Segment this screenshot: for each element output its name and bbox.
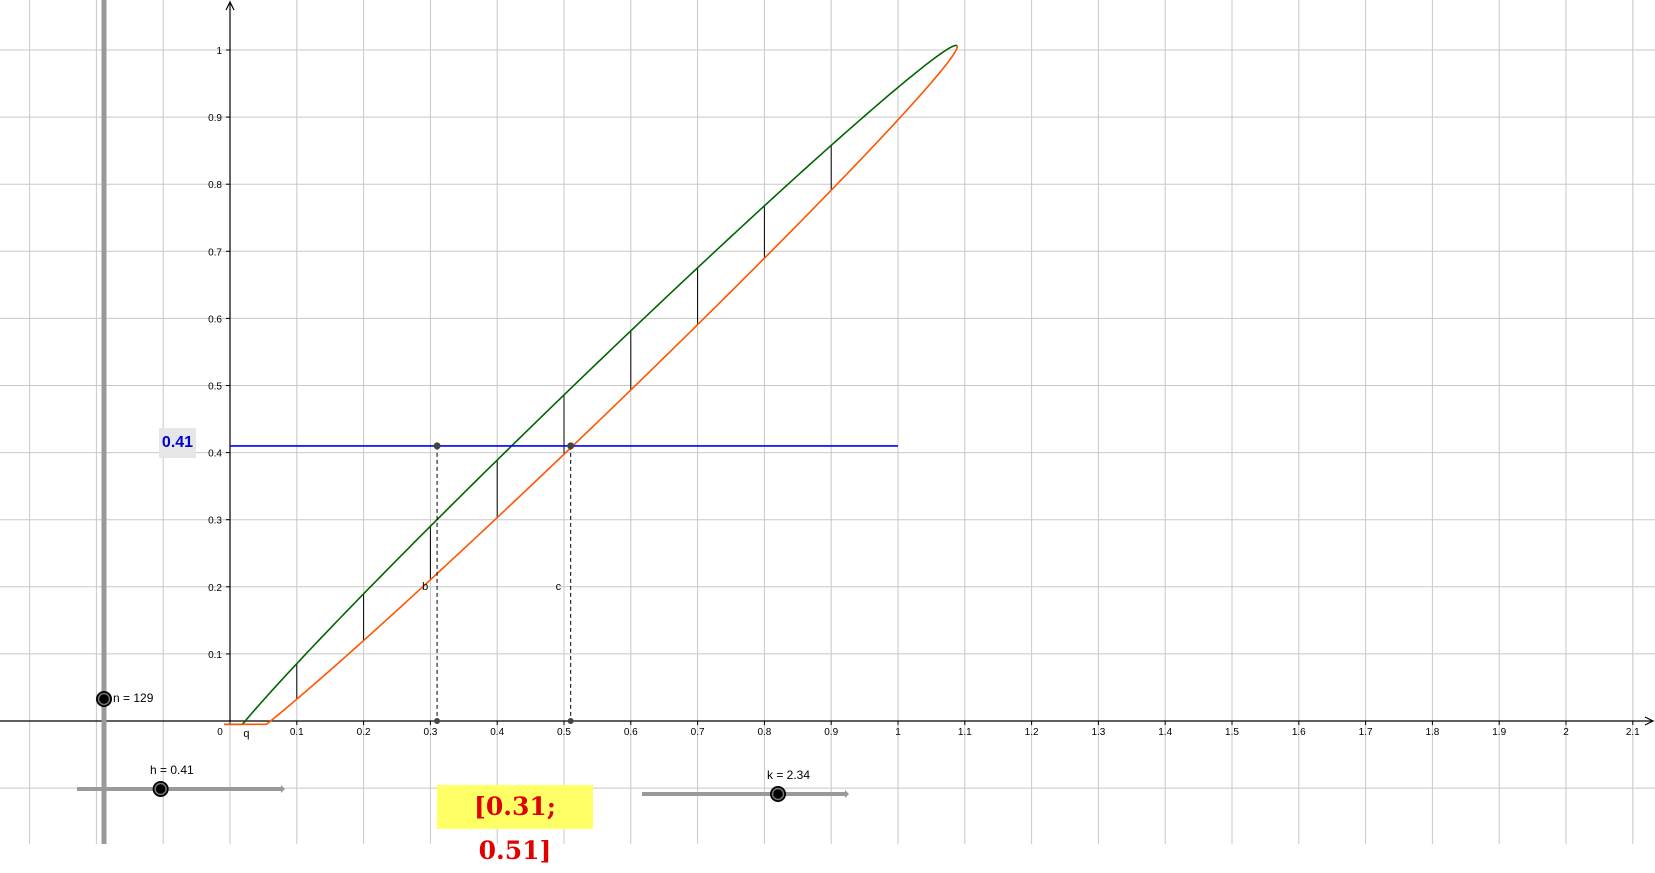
grid [0, 0, 1655, 844]
x-tick-label: 1.2 [1025, 727, 1039, 738]
axes [0, 0, 1655, 726]
y-axis-arrow [225, 0, 235, 11]
x-tick-label: 0.2 [357, 727, 371, 738]
x-axis-ticks: 0 0.1 0.2 0.3 0.4 0.5 0.6 0.7 0.8 0.9 1 1.1 1.2 1.3 1.… [217, 721, 1640, 738]
h-slider-label: h = 0.41 [150, 763, 194, 777]
x-tick-label: 2 [1563, 727, 1569, 738]
interval-result: [0.31; 0.51] [437, 785, 593, 865]
h-slider-arrow [281, 785, 285, 793]
x-tick-label: 0.6 [624, 727, 638, 738]
n-slider-handle-ring [97, 692, 111, 706]
k-slider-arrow [845, 790, 849, 798]
x-tick-label: 0.1 [290, 727, 304, 738]
y-tick-label: 0.3 [208, 516, 222, 527]
x-tick-label: 0 [217, 727, 223, 738]
y-tick-label: 0.8 [208, 180, 222, 191]
point-b-foot[interactable] [434, 718, 441, 724]
point-b[interactable] [433, 442, 441, 450]
y-tick-label: 0.2 [208, 583, 222, 594]
x-tick-label: 1.9 [1492, 727, 1506, 738]
x-tick-label: 1.7 [1359, 727, 1373, 738]
x-axis-arrow [1644, 716, 1655, 726]
y-tick-label: 0.9 [208, 113, 222, 124]
x-tick-label: 0.4 [490, 727, 504, 738]
x-tick-label: 1.3 [1091, 727, 1105, 738]
y-tick-label: 1 [216, 46, 222, 57]
x-tick-label: 0.5 [557, 727, 571, 738]
level-value-box[interactable]: 0.41 [159, 428, 196, 458]
lower-curve[interactable] [224, 45, 959, 726]
y-tick-label: 0.5 [208, 382, 222, 393]
n-slider-label: n = 129 [113, 691, 154, 705]
point-c[interactable] [567, 442, 575, 450]
y-tick-label: 0.6 [208, 314, 222, 325]
x-tick-label: 1.5 [1225, 727, 1239, 738]
x-tick-label: 1.4 [1158, 727, 1172, 738]
y-tick-label: 0.7 [208, 247, 222, 258]
x-tick-label: 0.8 [757, 727, 771, 738]
x-tick-label: 2.1 [1626, 727, 1640, 738]
k-slider-handle-ring [771, 787, 785, 801]
y-tick-label: 0.4 [208, 449, 222, 460]
point-c-foot[interactable] [567, 718, 574, 724]
point-b-label: b [422, 581, 428, 593]
x-tick-label: 0.7 [691, 727, 705, 738]
x-tick-label: 1.6 [1292, 727, 1306, 738]
graphics-view[interactable]: 0 0.1 0.2 0.3 0.4 0.5 0.6 0.7 0.8 0.9 1 1.1 1.2 1.3 1.… [0, 0, 1655, 844]
x-tick-label: 0.9 [824, 727, 838, 738]
x-tick-label: 1.1 [958, 727, 972, 738]
k-slider-label: k = 2.34 [767, 768, 811, 782]
vertical-segments [296, 145, 832, 700]
y-axis-ticks: 0.1 0.2 0.3 0.4 0.5 0.6 0.7 0.8 0.9 1 [208, 46, 230, 661]
x-tick-label: 1.8 [1425, 727, 1439, 738]
curve-q-label: q [243, 728, 249, 740]
h-slider-handle-ring [154, 782, 167, 796]
x-tick-label: 1 [895, 727, 901, 738]
x-tick-label: 0.3 [423, 727, 437, 738]
upper-curve[interactable] [224, 44, 958, 726]
y-tick-label: 0.1 [208, 650, 222, 661]
point-c-label: c [556, 581, 562, 593]
